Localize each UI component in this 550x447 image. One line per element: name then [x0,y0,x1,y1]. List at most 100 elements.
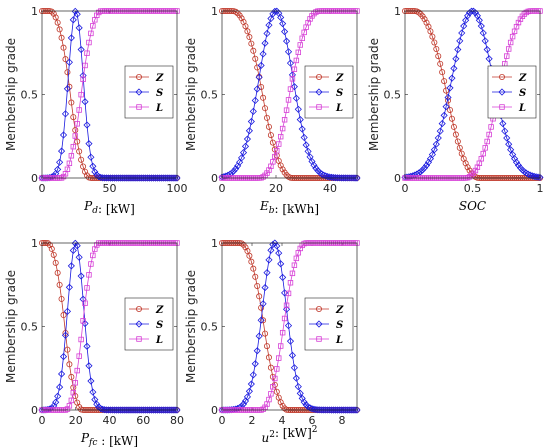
y-tick-label: 0.5 [201,89,219,102]
data-point-S [419,166,427,174]
data-point-L [277,343,284,349]
legend-label-L: L [335,103,343,114]
legend: ZSL [124,65,174,119]
x-tick-label: 100 [167,182,188,195]
legend: ZSL [124,297,174,351]
x-tick-label: 0 [219,414,226,427]
y-tick-label: 1 [31,5,38,18]
data-point-S [300,133,308,142]
data-point-Z [68,373,75,380]
data-point-Z [48,8,55,15]
data-point-S [265,21,273,29]
x-tick-label: 8 [339,414,346,427]
data-point-Z [70,114,77,121]
data-point-S [286,59,295,67]
data-point-S [442,103,450,111]
data-point-S [322,172,330,180]
legend-label-L: L [155,335,163,346]
data-point-S [57,370,66,378]
data-point-L [285,290,292,297]
data-point-L [88,30,94,37]
data-point-S [63,307,72,315]
plot-frame [221,10,358,179]
legend-label-Z: Z [155,73,164,84]
data-point-L [287,86,294,92]
data-point-L [274,366,280,372]
data-point-S [263,269,271,277]
data-point-S [245,387,253,395]
data-point-Z [262,330,269,337]
data-point-S [57,147,66,155]
data-point-Z [464,164,471,171]
data-point-Z [450,123,457,130]
data-point-Z [254,282,261,289]
data-point-S [292,374,300,382]
data-point-L [272,375,278,382]
data-point-S [446,84,454,92]
x-axis-label: Pfc : [kW] [80,431,138,447]
data-point-S [294,383,302,391]
data-point-S [237,154,246,162]
x-tick-label: 50 [103,182,117,195]
legend-marker-Z [315,74,322,81]
data-point-S [56,383,64,391]
data-point-S [271,7,279,15]
data-point-S [275,249,283,257]
data-point-Z [250,47,257,54]
data-point-S [83,121,91,129]
legend-marker-S [135,88,143,96]
data-point-Z [269,139,276,146]
data-point-L [281,315,288,322]
data-point-S [440,111,448,119]
x-axis-label: u2: [kW]2 [261,425,317,445]
data-point-S [464,12,472,20]
plot-frame [41,10,178,179]
x-axis-label-unit: : [kWh] [274,202,319,216]
data-point-S [528,172,536,180]
x-tick-label: 1 [537,182,544,195]
data-point-Z [50,251,57,258]
data-point-Z [443,87,450,94]
data-point-L [291,66,298,72]
x-axis-label-subscript: b [269,206,275,216]
data-point-L [281,117,288,123]
data-point-L [279,125,286,132]
data-point-S [288,351,297,359]
data-point-S [54,165,62,174]
data-point-L [76,353,82,359]
legend-marker-S [315,320,323,328]
data-point-S [292,94,300,102]
x-tick-label: 20 [69,414,83,427]
data-point-S [89,162,97,170]
data-point-S [290,364,298,372]
x-tick-label: 80 [170,414,184,427]
x-tick-label: 40 [323,182,337,195]
data-point-S [282,37,291,45]
data-point-S [302,141,310,149]
data-point-S [97,404,105,413]
data-point-S [436,127,444,135]
data-point-Z [283,171,290,178]
legend-label-Z: Z [155,305,164,316]
data-point-L [66,403,73,409]
data-point-S [230,167,238,175]
data-point-S [259,50,267,58]
data-point-S [318,170,326,178]
data-point-Z [242,244,249,251]
data-point-S [434,134,442,142]
data-point-S [420,164,429,172]
data-point-S [279,273,287,281]
data-point-Z [433,45,440,52]
data-point-S [251,360,259,368]
data-point-S [83,342,91,350]
data-point-Z [448,115,455,122]
data-point-S [91,396,99,404]
data-point-S [73,242,81,250]
data-point-Z [252,273,259,280]
data-point-S [514,161,523,169]
x-tick-label: 0 [402,182,409,195]
data-point-Z [54,269,61,276]
data-point-Z [256,293,263,300]
data-point-S [298,125,306,133]
data-point-S [91,168,99,176]
